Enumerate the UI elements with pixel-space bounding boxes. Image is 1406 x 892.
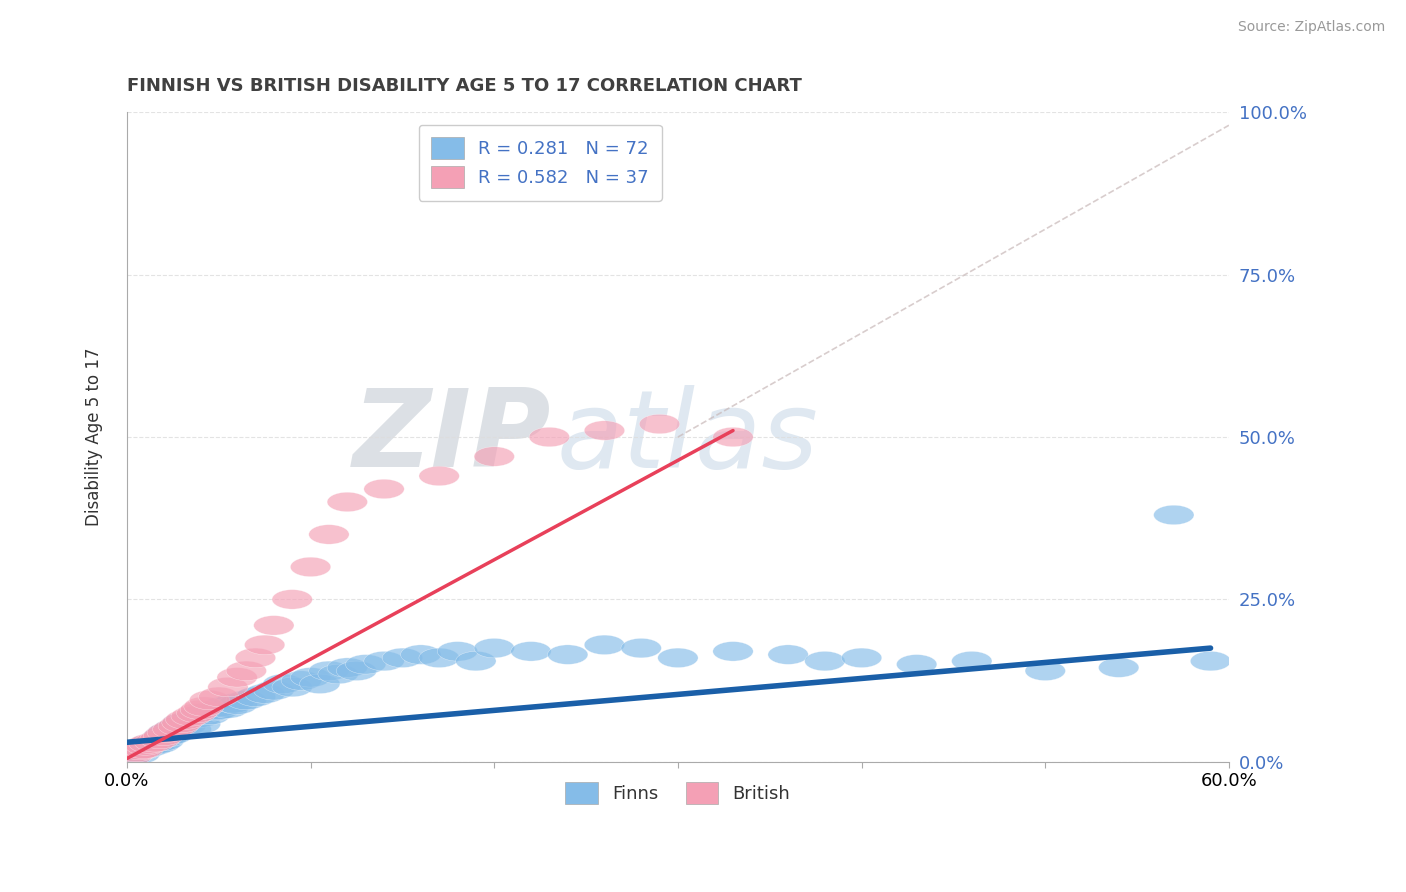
- Legend: Finns, British: Finns, British: [558, 775, 797, 811]
- Text: ZIP: ZIP: [353, 384, 551, 490]
- Text: atlas: atlas: [557, 384, 818, 490]
- Text: FINNISH VS BRITISH DISABILITY AGE 5 TO 17 CORRELATION CHART: FINNISH VS BRITISH DISABILITY AGE 5 TO 1…: [127, 78, 801, 95]
- Text: Source: ZipAtlas.com: Source: ZipAtlas.com: [1237, 20, 1385, 34]
- Y-axis label: Disability Age 5 to 17: Disability Age 5 to 17: [86, 348, 103, 526]
